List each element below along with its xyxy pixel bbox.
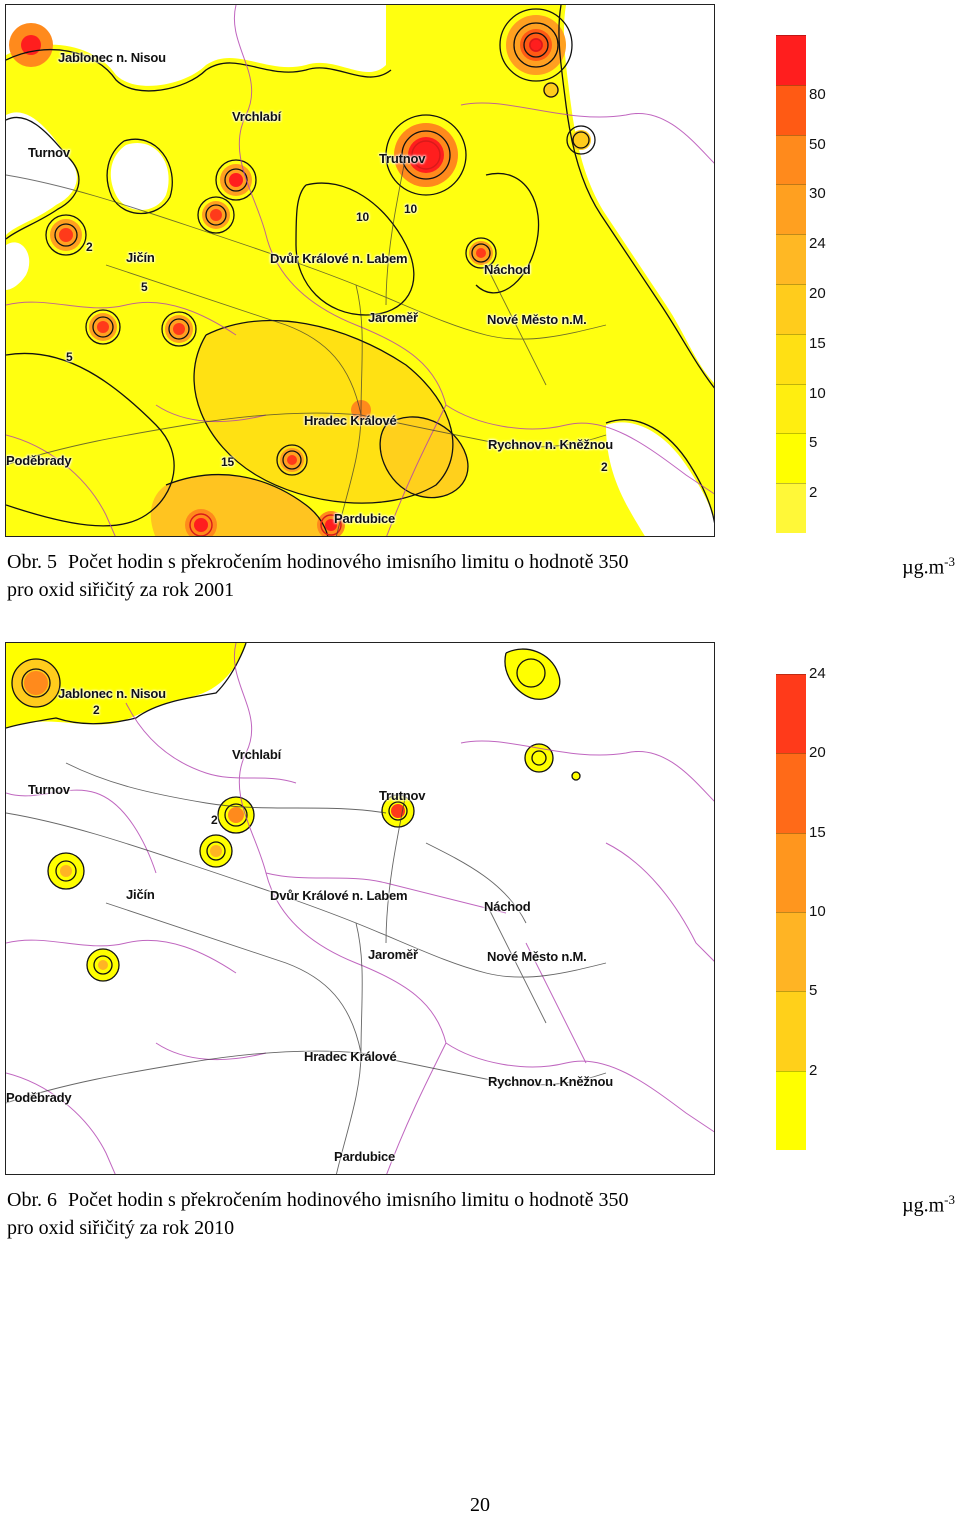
page-number: 20	[470, 1494, 490, 1516]
legend-tick-label: 15	[809, 334, 826, 352]
figure-caption-2001: Obr. 5 Počet hodin s překročením hodinov…	[7, 548, 955, 604]
legend-color-band	[776, 753, 806, 833]
contour-label: 2	[86, 240, 93, 254]
figure-label: Obr. 5	[7, 551, 57, 573]
legend-color-band	[776, 483, 806, 533]
contour-label: 5	[66, 350, 73, 364]
figure-title: Počet hodin s překročením hodinového imi…	[68, 551, 629, 573]
legend-tick-label: 50	[809, 135, 826, 153]
legend-color-band	[776, 912, 806, 992]
legend-color-band	[776, 674, 806, 754]
figure-label: Obr. 6	[7, 1189, 57, 1211]
legend-color-band	[776, 383, 806, 434]
contour-label: 2	[211, 813, 218, 827]
figure-unit: µg.m-3	[902, 554, 955, 579]
legend-color-band	[776, 832, 806, 912]
city-label-podebrady: Poděbrady	[6, 1090, 72, 1105]
color-legend-2010: 24 20 15 10 5 2	[776, 665, 826, 1150]
figure-title-line-2: pro oxid siřičitý za rok 2001	[7, 579, 235, 601]
pollution-map-2001: Jablonec n. Nisou Vrchlabí Turnov Trutno…	[5, 4, 715, 537]
city-label-dvur-kralove: Dvůr Králové n. Labem	[270, 251, 408, 266]
city-label-nachod: Náchod	[484, 262, 531, 277]
legend-color-band	[776, 991, 806, 1071]
legend-tick-label: 20	[809, 285, 826, 302]
city-label-vrchlabi: Vrchlabí	[232, 747, 281, 762]
contour-label: 10	[356, 210, 369, 224]
legend-tick-label: 30	[809, 185, 826, 203]
legend-tick-label: 2	[809, 484, 818, 502]
legend-color-band	[776, 234, 806, 284]
city-label-pardubice: Pardubice	[334, 511, 396, 526]
city-label-jaromer: Jaroměř	[368, 310, 418, 325]
figure-unit: µg.m-3	[902, 1192, 955, 1217]
contour-label: 15	[221, 455, 234, 469]
city-label-nachod: Náchod	[484, 899, 531, 914]
city-label-rychnov: Rychnov n. Kněžnou	[488, 1074, 613, 1089]
city-label-jicin: Jičín	[126, 250, 155, 265]
legend-tick-label: 80	[809, 85, 826, 103]
legend-tick-label: 20	[809, 744, 826, 762]
city-label-jablonec: Jablonec n. Nisou	[58, 686, 166, 701]
contour-label: 2	[601, 460, 608, 474]
city-label-turnov: Turnov	[28, 145, 70, 160]
legend-color-band	[776, 134, 806, 185]
legend-color-band	[776, 35, 806, 85]
city-label-jicin: Jičín	[126, 887, 155, 902]
contour-label: 5	[141, 280, 148, 294]
legend-color-band	[776, 433, 806, 484]
city-label-vrchlabi: Vrchlabí	[232, 109, 281, 124]
city-label-nove-mesto: Nové Město n.M.	[487, 312, 587, 327]
legend-tick-label: 24	[809, 665, 826, 682]
contour-label: 2	[93, 703, 100, 717]
city-label-jaromer: Jaroměř	[368, 947, 418, 962]
city-label-turnov: Turnov	[28, 782, 70, 797]
legend-color-band	[776, 184, 806, 235]
city-label-podebrady: Poděbrady	[6, 453, 72, 468]
legend-tick-label: 15	[809, 823, 826, 841]
city-label-hradec-kralove: Hradec Králové	[304, 413, 397, 428]
map-2010-graphics	[6, 643, 714, 1174]
legend-tick-label: 10	[809, 903, 826, 920]
map-2001-graphics	[6, 5, 714, 536]
city-label-nove-mesto: Nové Město n.M.	[487, 949, 587, 964]
city-label-trutnov: Trutnov	[379, 151, 426, 166]
pollution-map-2010: Jablonec n. Nisou Vrchlabí Turnov Trutno…	[5, 642, 715, 1175]
legend-tick-label: 10	[809, 384, 826, 402]
legend-tick-label: 5	[809, 434, 818, 452]
city-label-rychnov: Rychnov n. Kněžnou	[488, 437, 613, 452]
contour-label: 10	[404, 202, 417, 216]
legend-tick-label: 2	[809, 1061, 818, 1079]
legend-color-band	[776, 1070, 806, 1150]
legend-color-band	[776, 84, 806, 135]
legend-tick-label: 24	[809, 235, 826, 253]
figure-caption-2010: Obr. 6 Počet hodin s překročením hodinov…	[7, 1186, 955, 1242]
legend-color-band	[776, 333, 806, 384]
city-label-dvur-kralove: Dvůr Králové n. Labem	[270, 888, 408, 903]
figure-title: Počet hodin s překročením hodinového imi…	[68, 1189, 629, 1211]
legend-color-band	[776, 284, 806, 334]
city-label-jablonec: Jablonec n. Nisou	[58, 50, 166, 65]
city-label-trutnov: Trutnov	[379, 788, 426, 803]
city-label-hradec-kralove: Hradec Králové	[304, 1049, 397, 1064]
city-label-pardubice: Pardubice	[334, 1149, 396, 1164]
figure-title-line-2: pro oxid siřičitý za rok 2010	[7, 1217, 235, 1239]
legend-tick-label: 5	[809, 982, 818, 1000]
color-legend-2001: 80 50 30 24 20 15 10 5 2	[776, 35, 826, 533]
